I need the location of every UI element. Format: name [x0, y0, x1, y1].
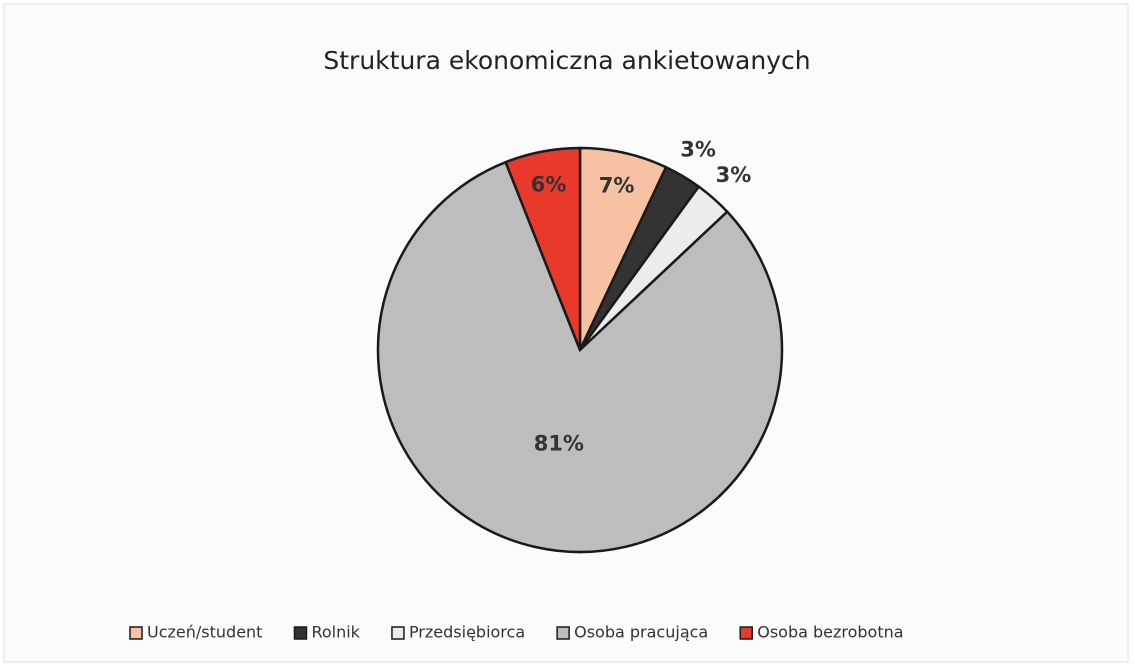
legend-swatch: [391, 626, 405, 640]
data-label: 81%: [534, 432, 584, 456]
legend-swatch: [739, 626, 753, 640]
pie-slice: [504, 146, 582, 351]
legend-label: Uczeń/student: [147, 623, 262, 642]
chart-title: Struktura ekonomiczna ankietowanych: [323, 46, 810, 75]
data-label: 3%: [680, 137, 716, 161]
data-label: 3%: [716, 163, 752, 187]
legend-swatch: [129, 626, 143, 640]
legend-label: Przedsiębiorca: [409, 623, 525, 642]
legend-label: Osoba pracująca: [574, 623, 708, 642]
data-label: 6%: [531, 172, 567, 196]
legend-swatch: [556, 626, 570, 640]
legend-label: Osoba bezrobotna: [757, 623, 903, 642]
legend-swatch: [293, 626, 308, 640]
legend-label: Rolnik: [311, 623, 360, 642]
pie-slice: [376, 160, 784, 554]
data-label: 7%: [599, 173, 635, 197]
